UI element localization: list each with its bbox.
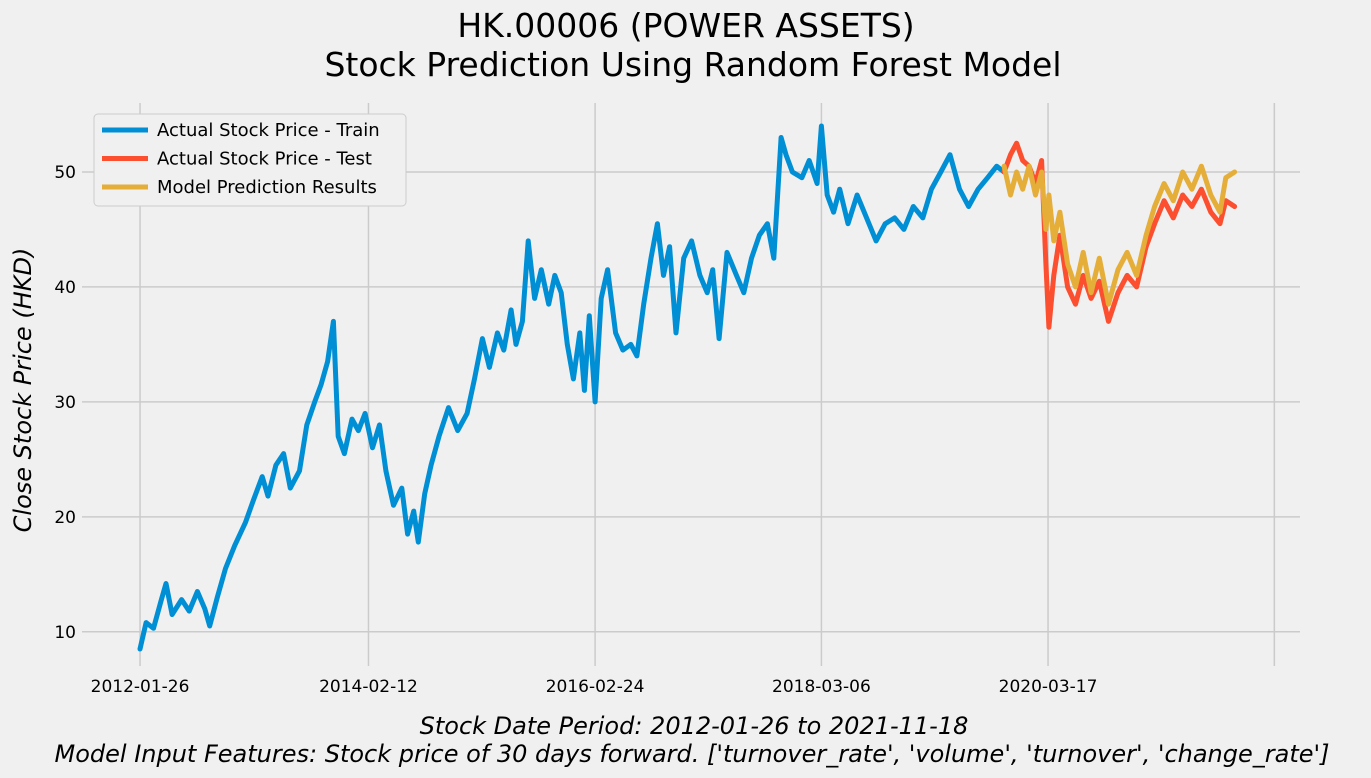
y-tick-label: 50 <box>54 163 76 183</box>
series-line-train <box>137 123 1007 652</box>
x-tick-label: 2018-03-06 <box>772 677 871 697</box>
y-tick-label: 40 <box>54 278 76 298</box>
chart-subtitle: Stock Prediction Using Random Forest Mod… <box>324 45 1061 84</box>
y-axis-label: Close Stock Price (HKD) <box>9 248 37 533</box>
series-lines <box>137 123 1238 652</box>
x-tick-label: 2020-03-17 <box>999 677 1098 697</box>
legend-label-test: Actual Stock Price - Test <box>157 149 372 170</box>
legend-box <box>93 113 407 207</box>
chart-title: HK.00006 (POWER ASSETS) <box>457 6 914 45</box>
x-axis-label: Stock Date Period: 2012-01-26 to 2021-11… <box>420 712 969 740</box>
series-line-pred <box>1001 163 1238 307</box>
x-tick-label: 2012-01-26 <box>91 677 190 697</box>
y-tick-label: 10 <box>54 623 76 643</box>
legend-label-train: Actual Stock Price - Train <box>157 120 380 141</box>
x-axis-features-label: Model Input Features: Stock price of 30 … <box>55 740 1330 768</box>
x-tick-label: 2014-02-12 <box>319 677 418 697</box>
legend: Actual Stock Price - Train Actual Stock P… <box>93 113 407 207</box>
legend-label-pred: Model Prediction Results <box>157 177 377 198</box>
y-tick-label: 20 <box>54 508 76 528</box>
y-tick-label: 30 <box>54 393 76 413</box>
y-axis-ticks: 10 20 30 40 50 <box>54 163 76 643</box>
x-tick-label: 2016-02-24 <box>546 677 645 697</box>
grid <box>82 103 1300 666</box>
x-axis-ticks: 2012-01-26 2014-02-12 2016-02-24 2018-03-06… <box>91 677 1098 697</box>
